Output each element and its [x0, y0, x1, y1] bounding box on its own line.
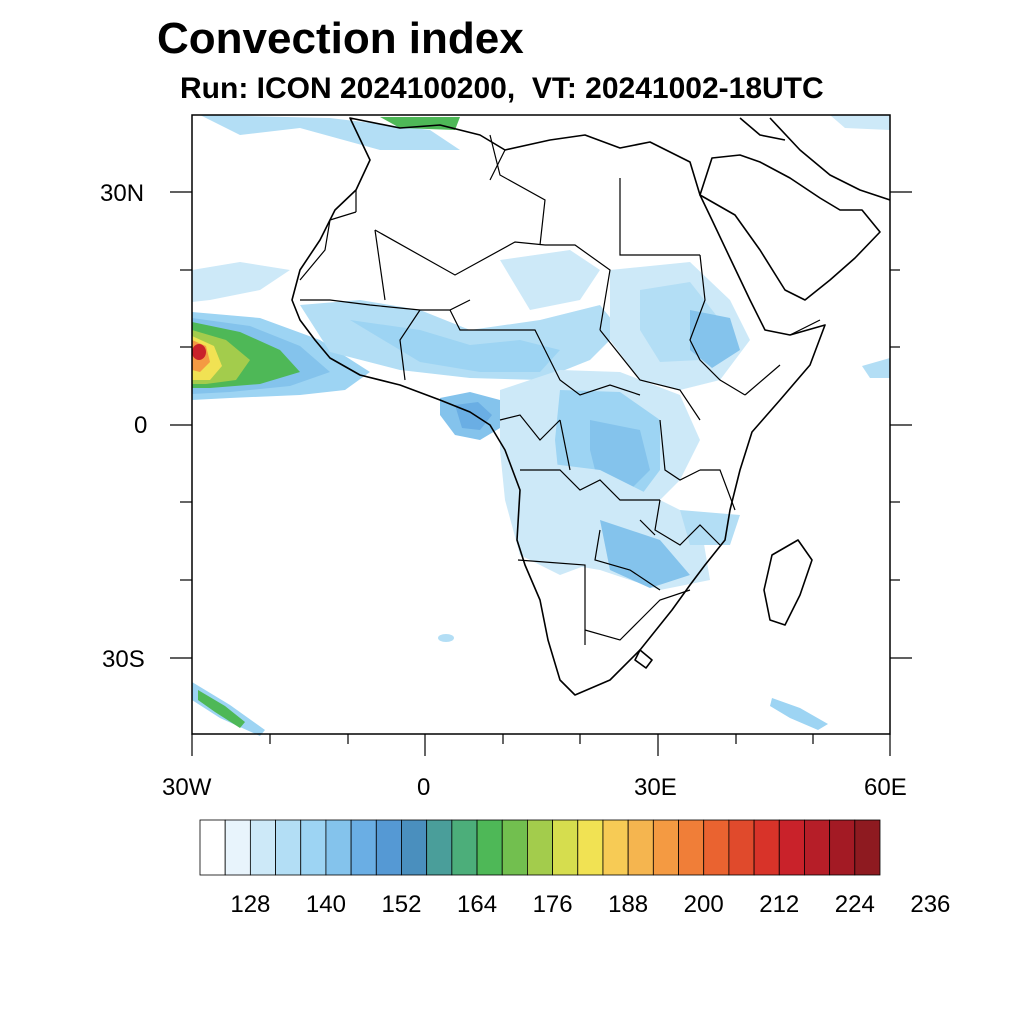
coastlines	[291, 117, 891, 696]
colorbar-swatch	[804, 819, 831, 876]
colorbar-swatch	[577, 819, 604, 876]
colorbar-swatch	[350, 819, 377, 876]
chart-title: Convection index	[157, 14, 524, 63]
colorbar-label: 140	[306, 891, 346, 918]
colorbar-label: 176	[533, 891, 573, 918]
colorbar-label: 128	[230, 891, 270, 918]
colorbar-swatch	[325, 819, 352, 876]
colorbar-swatch	[275, 819, 302, 876]
colorbar-swatch	[552, 819, 579, 876]
colorbar-swatch	[778, 819, 805, 876]
colorbar-label: 236	[910, 891, 950, 918]
colorbar-swatch	[249, 819, 276, 876]
y-tick-label: 0	[134, 412, 148, 439]
x-tick-label: 60E	[864, 774, 907, 801]
colorbar-swatch	[401, 819, 428, 876]
colorbar-swatch	[652, 819, 679, 876]
africa-coastline	[291, 117, 826, 696]
y-tick-label: 30N	[100, 180, 145, 207]
colorbar-swatch	[451, 819, 478, 876]
x-tick-label: 30E	[634, 774, 677, 801]
colorbar-swatch	[426, 819, 453, 876]
arabia-coastline	[699, 154, 881, 301]
colorbar-swatch	[602, 819, 629, 876]
colorbar-swatch	[501, 819, 528, 876]
colorbar-swatch	[829, 819, 856, 876]
colorbar-label: 188	[608, 891, 648, 918]
colorbar-swatch	[854, 819, 881, 876]
x-tick-label: 0	[417, 774, 431, 801]
colorbar-swatch	[476, 819, 503, 876]
convection-field	[192, 115, 890, 736]
x-tick-label: 30W	[162, 774, 212, 801]
colorbar-label: 212	[759, 891, 799, 918]
colorbar-label: 200	[684, 891, 724, 918]
colorbar-swatch	[678, 819, 705, 876]
colorbar-label: 152	[381, 891, 421, 918]
colorbar: 128 140 152 164 176 188 200 212 224 236	[199, 819, 950, 918]
y-tick-label: 30S	[102, 646, 145, 673]
colorbar-swatch	[199, 819, 226, 876]
colorbar-swatch	[728, 819, 755, 876]
madagascar-coastline	[763, 539, 813, 626]
colorbar-swatch	[627, 819, 654, 876]
colorbar-swatch	[300, 819, 327, 876]
map-frame	[170, 114, 912, 756]
colorbar-swatch	[527, 819, 553, 876]
colorbar-swatch	[375, 819, 402, 876]
colorbar-swatch	[703, 819, 730, 876]
colorbar-label: 164	[457, 891, 497, 918]
country-borders	[299, 134, 821, 645]
colorbar-swatch	[753, 819, 780, 876]
colorbar-label: 224	[835, 891, 875, 918]
chart-subtitle: Run: ICON 2024100200, VT: 20241002-18UTC	[180, 72, 824, 105]
colorbar-swatch	[224, 819, 251, 876]
